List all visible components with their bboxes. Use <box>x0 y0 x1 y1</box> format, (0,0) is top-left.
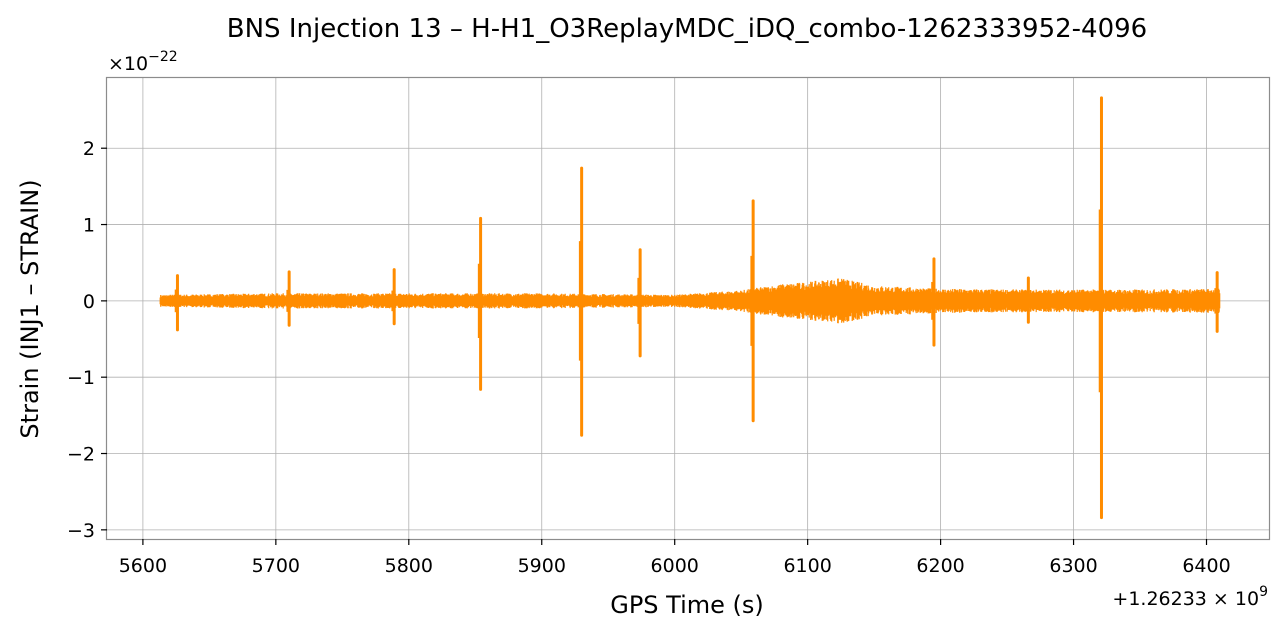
plot-frame <box>105 76 1271 541</box>
plot-area <box>159 96 1221 520</box>
axis-ticks: 5600 5700 5800 5900 6000 6100 6200 6300 6400 −3 −2… <box>67 138 1231 577</box>
x-tick-label: 6000 <box>651 555 699 577</box>
x-tick-label: 5900 <box>518 555 566 577</box>
x-axis-label: GPS Time (s) <box>610 591 764 619</box>
y-tick-label: −3 <box>67 520 95 542</box>
x-tick-label: 6100 <box>783 555 831 577</box>
x-tick-label: 5800 <box>385 555 433 577</box>
noise-band <box>159 278 1221 324</box>
chart-title: BNS Injection 13 – H-H1_O3ReplayMDC_iDQ_… <box>227 14 1147 44</box>
x-tick-label: 6400 <box>1182 555 1230 577</box>
x-tick-label: 5600 <box>119 555 167 577</box>
x-tick-label: 6200 <box>916 555 964 577</box>
y-tick-label: −1 <box>67 367 95 389</box>
y-scale-label: ×10−22 <box>108 49 178 75</box>
y-tick-label: −2 <box>67 444 95 466</box>
x-tick-label: 6300 <box>1049 555 1097 577</box>
x-offset-label: +1.26233 × 109 <box>1112 584 1268 610</box>
y-tick-label: 0 <box>83 291 95 313</box>
y-axis-label: Strain (INJ1 – STRAIN) <box>16 179 44 438</box>
y-tick-label: 2 <box>83 138 95 160</box>
x-tick-label: 5700 <box>252 555 300 577</box>
y-tick-label: 1 <box>83 215 95 237</box>
